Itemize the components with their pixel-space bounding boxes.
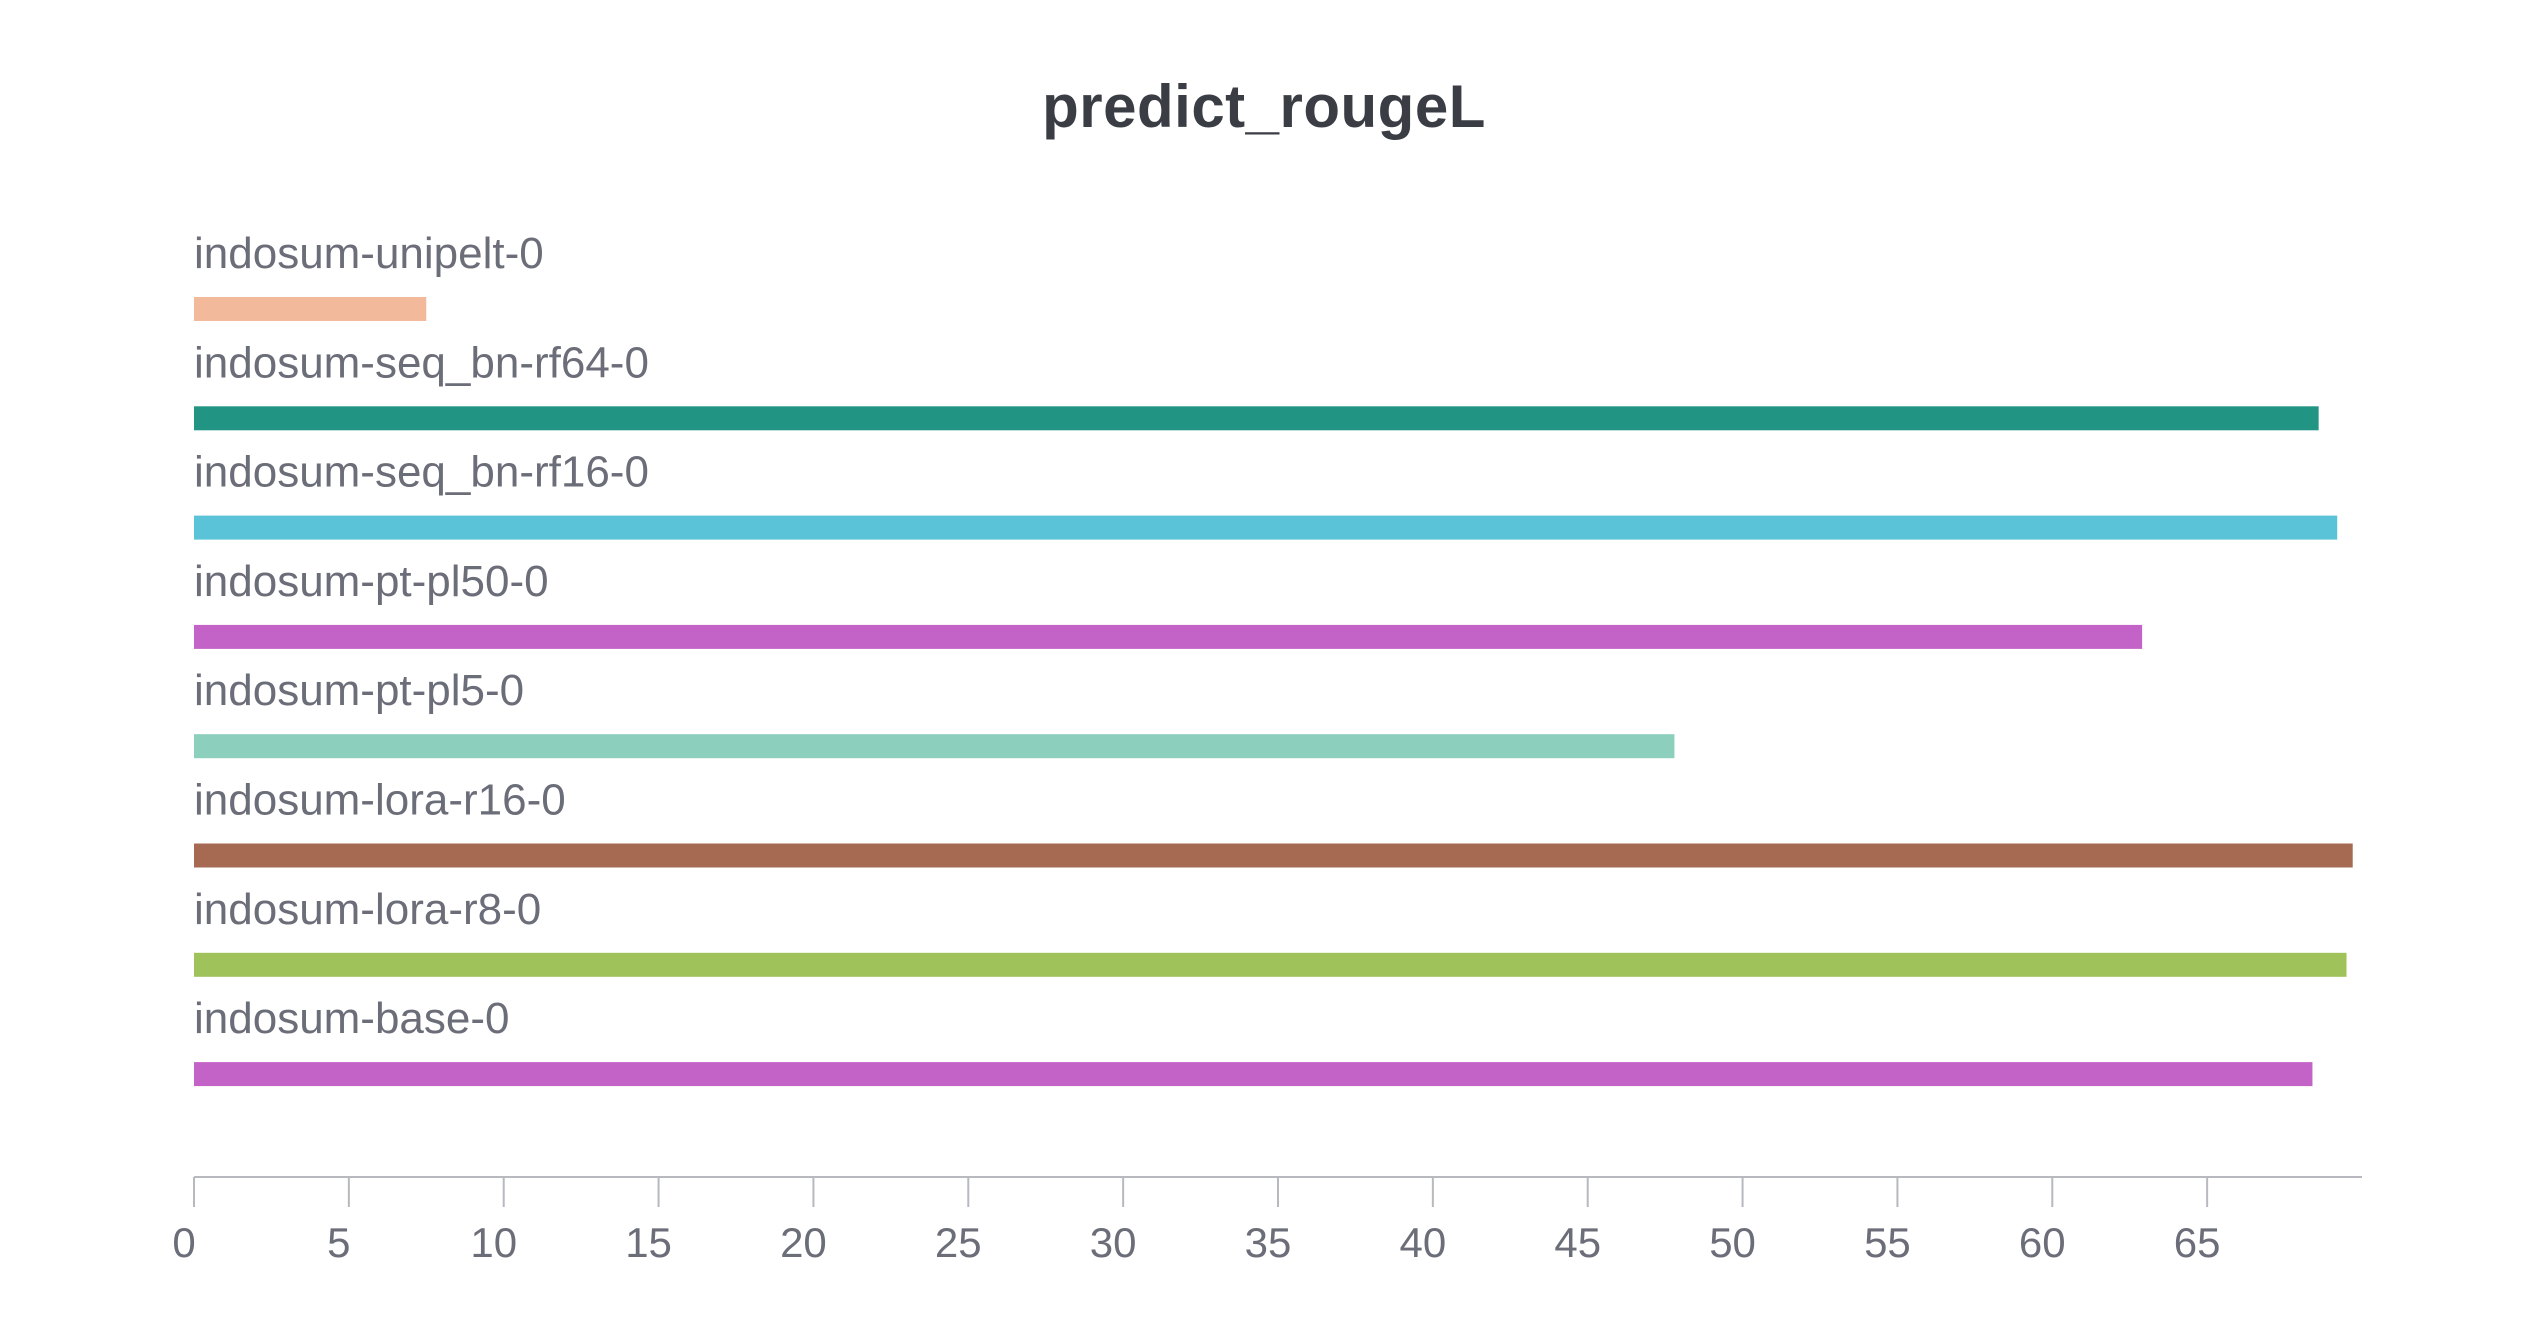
x-tick-label: 15 (625, 1219, 672, 1266)
x-tick-label: 45 (1554, 1219, 1601, 1266)
bar[interactable] (194, 843, 2353, 868)
bars-layer: indosum-unipelt-0 indosum-seq_bn-rf64-0in… (194, 229, 2353, 1087)
bar[interactable] (194, 624, 2143, 649)
x-tick-label: 65 (2174, 1219, 2221, 1266)
x-tick-label: 0 (172, 1219, 195, 1266)
bar-label: indosum-unipelt-0 (194, 229, 544, 278)
bar-label: indosum-lora-r8-0 (194, 885, 541, 934)
x-tick-label: 60 (2019, 1219, 2066, 1266)
x-tick-label: 50 (1709, 1219, 1756, 1266)
bar-label: indosum-pt-pl5-0 (194, 666, 524, 715)
x-tick-label: 35 (1245, 1219, 1292, 1266)
x-tick-label: 10 (470, 1219, 517, 1266)
x-axis: 0 5 10 15 20 25 30 35 40 45 50 55 60 65 (172, 1176, 2362, 1266)
bar-label: indosum-seq_bn-rf16-0 (194, 448, 649, 497)
x-tick-label: 5 (327, 1219, 350, 1266)
bar[interactable] (194, 515, 2338, 540)
x-tick-label: 40 (1399, 1219, 1446, 1266)
bar-label: indosum-seq_bn-rf64-0 (194, 338, 649, 387)
bar[interactable] (194, 406, 2319, 431)
bar[interactable] (194, 734, 1675, 759)
bar[interactable] (194, 1062, 2313, 1087)
bar-label: indosum-lora-r16-0 (194, 776, 566, 825)
bar-label: indosum-pt-pl50-0 (194, 557, 549, 606)
chart-title: predict_rougeL (1042, 73, 1486, 140)
x-tick-label: 25 (935, 1219, 982, 1266)
x-tick-label: 20 (780, 1219, 827, 1266)
bar[interactable] (194, 297, 427, 321)
bar[interactable] (194, 952, 2347, 977)
x-tick-label: 30 (1090, 1219, 1137, 1266)
bar-label: indosum-base-0 (194, 994, 510, 1043)
x-tick-label: 55 (1864, 1219, 1911, 1266)
